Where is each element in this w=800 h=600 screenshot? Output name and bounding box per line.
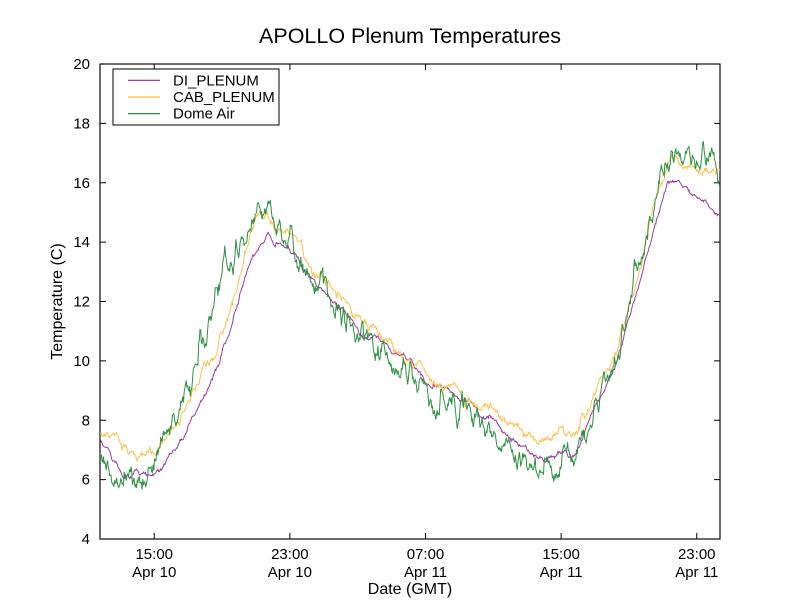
svg-text:APOLLO Plenum Temperatures: APOLLO Plenum Temperatures <box>259 24 561 48</box>
svg-text:Apr 11: Apr 11 <box>675 564 718 581</box>
svg-text:Date (GMT): Date (GMT) <box>368 581 452 598</box>
svg-text:6: 6 <box>82 472 90 489</box>
svg-text:07:00: 07:00 <box>407 546 445 563</box>
svg-text:Apr 11: Apr 11 <box>540 564 583 581</box>
svg-text:14: 14 <box>73 234 90 251</box>
svg-text:Apr 11: Apr 11 <box>404 564 447 581</box>
svg-text:20: 20 <box>73 56 90 73</box>
svg-text:23:00: 23:00 <box>678 546 716 563</box>
svg-text:4: 4 <box>82 531 90 548</box>
svg-text:8: 8 <box>82 412 90 429</box>
svg-text:23:00: 23:00 <box>271 546 309 563</box>
svg-text:16: 16 <box>73 175 90 192</box>
svg-text:15:00: 15:00 <box>135 546 173 563</box>
svg-text:DI_PLENUM: DI_PLENUM <box>173 72 259 89</box>
svg-text:Temperature (C): Temperature (C) <box>49 243 66 359</box>
svg-text:18: 18 <box>73 115 90 132</box>
svg-text:Dome Air: Dome Air <box>173 106 235 123</box>
svg-text:CAB_PLENUM: CAB_PLENUM <box>173 89 275 106</box>
svg-text:15:00: 15:00 <box>542 546 580 563</box>
svg-text:10: 10 <box>73 353 90 370</box>
svg-text:12: 12 <box>73 294 90 311</box>
svg-text:Apr 10: Apr 10 <box>268 564 312 581</box>
svg-text:Apr 10: Apr 10 <box>132 564 176 581</box>
